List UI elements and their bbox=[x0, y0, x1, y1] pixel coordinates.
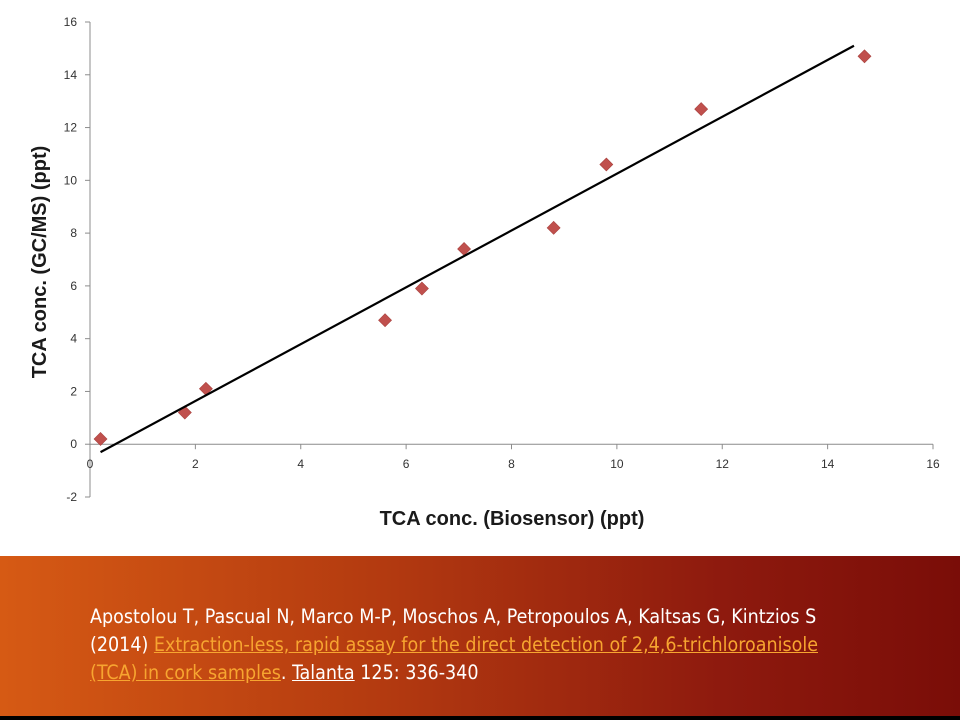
y-tick-label: 0 bbox=[70, 437, 77, 451]
journal-link[interactable]: Talanta bbox=[292, 661, 355, 684]
x-tick-label: 8 bbox=[508, 457, 515, 471]
trendline-layer bbox=[100, 44, 855, 454]
citation-volume-pages: 125: 336-340 bbox=[360, 661, 479, 684]
data-point bbox=[857, 49, 872, 64]
data-point bbox=[93, 432, 108, 446]
data-point bbox=[599, 157, 614, 172]
x-tick-label: 14 bbox=[821, 457, 835, 471]
x-tick-label: 0 bbox=[87, 457, 94, 471]
tick-labels: -2 0 2 4 6 8 10 12 14 16 0 2 4 6 8 10 12 14 16 bbox=[64, 15, 940, 504]
citation-text: Apostolou T, Pascual N, Marco M-P, Mosch… bbox=[90, 603, 850, 687]
data-point bbox=[694, 102, 709, 117]
x-tick-label: 2 bbox=[192, 457, 199, 471]
x-tick-label: 6 bbox=[403, 457, 410, 471]
y-tick-label: 8 bbox=[70, 226, 77, 240]
data-point bbox=[415, 281, 429, 296]
x-tick-label: 12 bbox=[716, 457, 730, 471]
citation-panel: Apostolou T, Pascual N, Marco M-P, Mosch… bbox=[0, 556, 960, 716]
data-point bbox=[546, 220, 561, 235]
y-tick-label: 6 bbox=[70, 279, 77, 293]
y-tick-label: 2 bbox=[70, 384, 77, 398]
chart-panel: -2 0 2 4 6 8 10 12 14 16 0 2 4 6 8 10 12 14 16 TCA conc. (… bbox=[0, 0, 960, 556]
x-tick-label: 4 bbox=[297, 457, 304, 471]
y-tick-label: 10 bbox=[64, 173, 78, 187]
y-tick-label: 4 bbox=[70, 332, 77, 346]
y-tick-label: -2 bbox=[66, 490, 77, 504]
scatter-chart: -2 0 2 4 6 8 10 12 14 16 0 2 4 6 8 10 12 14 16 TCA conc. (… bbox=[29, 15, 940, 530]
y-tick-label: 12 bbox=[64, 121, 78, 135]
x-tick-label: 10 bbox=[610, 457, 624, 471]
x-tick-label: 16 bbox=[926, 457, 940, 471]
citation-authors: Apostolou T, Pascual N, Marco M-P, Mosch… bbox=[90, 605, 817, 656]
data-points bbox=[93, 49, 872, 446]
data-point bbox=[378, 313, 392, 328]
citation-period: . bbox=[280, 661, 287, 684]
article-title-link[interactable]: Extraction-less, rapid assay for the dir… bbox=[90, 633, 818, 684]
trendline bbox=[100, 44, 855, 454]
bottom-strip bbox=[0, 716, 960, 720]
y-tick-label: 16 bbox=[64, 15, 78, 29]
y-tick-label: 14 bbox=[64, 68, 78, 82]
x-axis-title: TCA conc. (Biosensor) (ppt) bbox=[380, 508, 645, 530]
axes bbox=[85, 21, 934, 498]
y-axis-title: TCA conc. (GC/MS) (ppt) bbox=[29, 146, 51, 379]
